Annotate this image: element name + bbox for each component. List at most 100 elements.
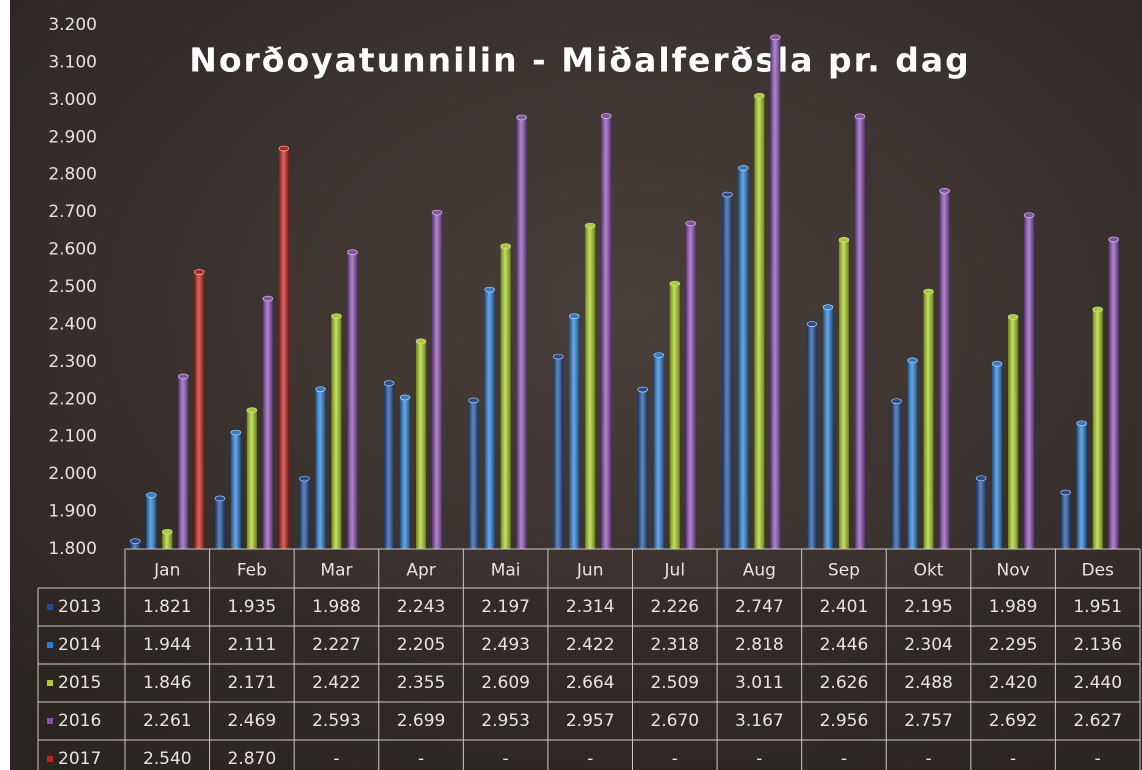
bar-shine	[1108, 239, 1119, 550]
bar-shine	[722, 194, 733, 549]
table-value: 2.295	[989, 635, 1038, 655]
bar-cap	[653, 352, 665, 358]
bar-shine	[432, 212, 443, 549]
bar-cap	[854, 113, 866, 120]
table-value: 2.509	[650, 673, 699, 693]
bar-cap	[278, 145, 290, 152]
bar-cap	[552, 353, 564, 360]
bar-cap	[1076, 420, 1088, 427]
bar-cap	[331, 313, 342, 319]
table-value: -	[1010, 749, 1016, 769]
table-value: 2.957	[566, 711, 615, 731]
table-value: 2.226	[650, 597, 699, 617]
bar-shine	[516, 117, 527, 549]
table-value: 2.692	[989, 711, 1038, 731]
bar-cap	[891, 398, 902, 404]
bar-cap	[161, 528, 173, 535]
bar-cap	[399, 394, 411, 401]
bar-cap	[600, 113, 612, 119]
y-tick-label: 3.100	[48, 52, 97, 72]
legend-label: 2016	[58, 711, 101, 731]
table-value: 2.664	[566, 673, 615, 693]
bar-cap	[669, 280, 681, 287]
y-tick-label: 2.500	[48, 277, 97, 297]
table-value: 2.446	[820, 635, 869, 655]
bar-shine	[262, 298, 273, 549]
bar-cap	[1060, 489, 1072, 496]
table-value: 2.227	[312, 635, 361, 655]
bar-shine	[246, 410, 257, 549]
bar-cap	[584, 222, 596, 229]
table-value: 2.593	[312, 711, 361, 731]
table-value: 2.440	[1073, 673, 1122, 693]
table-value: 2.205	[397, 635, 446, 655]
bar-shine	[907, 360, 918, 549]
table-value: 2.609	[481, 673, 530, 693]
legend-label: 2017	[58, 749, 101, 769]
bar-cap	[468, 397, 479, 404]
bar-cap	[1108, 236, 1120, 243]
y-tick-label: 2.800	[48, 165, 97, 185]
bar-cap	[145, 492, 157, 498]
table-value: 2.626	[820, 673, 869, 693]
bar-shine	[806, 324, 817, 549]
table-value: 2.355	[397, 673, 446, 693]
table-value: 1.988	[312, 597, 361, 617]
table-value: 2.136	[1073, 635, 1122, 655]
table-value: 2.953	[481, 711, 530, 731]
bar-cap	[822, 304, 834, 311]
y-tick-label: 2.900	[48, 127, 97, 147]
bar-cap	[685, 220, 697, 227]
bar-shine	[738, 167, 749, 549]
bar-shine	[669, 283, 680, 549]
bar-shine	[653, 355, 664, 549]
x-tick-label: Jun	[576, 561, 604, 581]
bar-shine	[854, 116, 865, 549]
x-tick-label: Mar	[320, 561, 352, 581]
bar-cap	[383, 380, 395, 386]
bar-shine	[1008, 316, 1019, 549]
table-value: 2.469	[228, 711, 277, 731]
bar-cap	[129, 538, 141, 544]
bar-shine	[923, 291, 934, 549]
y-tick-label: 2.100	[48, 427, 97, 447]
bar-cap	[516, 114, 527, 121]
bar-shine	[601, 115, 612, 550]
bar-cap	[754, 92, 765, 99]
table-value: -	[418, 749, 424, 769]
bar-shine	[992, 363, 1003, 549]
bar-shine	[891, 401, 902, 549]
table-value: 1.989	[989, 597, 1038, 617]
bar-cap	[738, 165, 749, 171]
x-tick-label: Okt	[914, 561, 944, 581]
table-value: 2.422	[312, 673, 361, 693]
legend-label: 2014	[58, 635, 101, 655]
table-value: 1.951	[1073, 597, 1122, 617]
table-value: -	[503, 749, 509, 769]
bar-cap	[230, 429, 242, 436]
bar-cap	[431, 209, 443, 216]
y-tick-label: 1.900	[48, 502, 97, 522]
table-value: 2.420	[989, 673, 1038, 693]
bar-cap	[299, 475, 310, 482]
y-tick-label: 3.200	[48, 15, 97, 35]
bar-shine	[331, 316, 342, 549]
legend-label: 2015	[58, 673, 101, 693]
y-tick-label: 2.400	[48, 314, 97, 334]
bar-cap	[246, 407, 258, 413]
table-value: 2.171	[228, 673, 277, 693]
bar-shine	[278, 148, 289, 549]
table-value: 2.956	[820, 711, 869, 731]
table-value: 3.167	[735, 711, 784, 731]
bar-shine	[416, 341, 427, 549]
bar-shine	[162, 531, 173, 549]
bar-shine	[838, 239, 849, 549]
x-tick-label: Jul	[664, 561, 686, 581]
bar-cap	[415, 338, 427, 345]
table-value: -	[841, 749, 847, 769]
bar-shine	[214, 498, 225, 549]
table-value: -	[1095, 749, 1101, 769]
table-value: -	[333, 749, 339, 769]
table-value: 2.493	[481, 635, 530, 655]
